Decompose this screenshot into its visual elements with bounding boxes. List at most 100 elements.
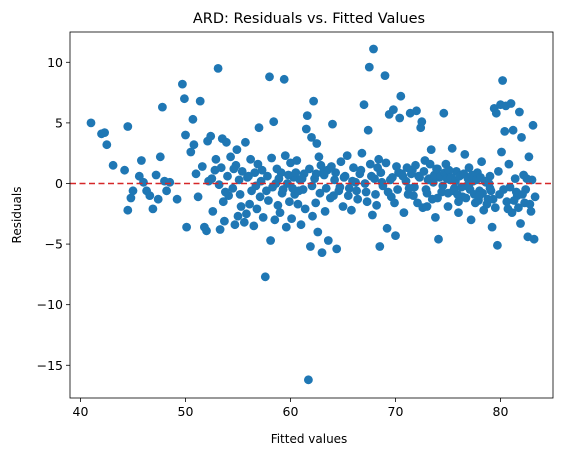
y-tick-label: −5 — [45, 237, 63, 252]
y-tick-label: −10 — [37, 297, 63, 312]
data-point — [195, 96, 205, 106]
data-point — [389, 105, 398, 114]
data-point — [102, 140, 112, 150]
data-point — [180, 94, 189, 104]
data-point — [265, 72, 274, 82]
data-point — [343, 191, 353, 201]
y-tick-label: 10 — [47, 55, 63, 70]
data-point — [108, 160, 118, 170]
data-point — [398, 171, 408, 181]
y-tick-label: 5 — [55, 115, 63, 130]
data-point — [139, 177, 148, 187]
data-point — [363, 125, 373, 135]
data-point — [279, 74, 289, 84]
data-point — [123, 122, 133, 131]
data-point — [120, 165, 129, 175]
data-point — [266, 236, 275, 245]
data-point — [382, 223, 392, 233]
data-point — [320, 207, 330, 216]
data-point — [123, 205, 133, 215]
data-point — [214, 180, 224, 190]
data-point — [220, 216, 229, 226]
data-point — [426, 145, 436, 155]
data-point — [443, 188, 453, 198]
data-point — [372, 200, 381, 210]
data-point — [336, 157, 346, 167]
data-point — [421, 185, 431, 194]
data-point — [244, 171, 253, 181]
data-point — [293, 199, 303, 209]
data-point — [275, 208, 285, 218]
data-point — [491, 108, 501, 118]
y-axis-label: Residuals — [10, 187, 24, 244]
data-point — [395, 113, 405, 123]
data-point — [319, 170, 329, 180]
data-point — [207, 174, 217, 184]
data-point — [417, 117, 427, 127]
data-point — [249, 221, 259, 231]
data-point — [490, 203, 500, 213]
data-point — [172, 194, 182, 204]
data-point — [137, 156, 146, 165]
data-point — [504, 159, 514, 169]
data-point — [260, 272, 270, 282]
data-point — [352, 186, 361, 196]
data-point — [269, 117, 279, 127]
data-point — [153, 194, 163, 204]
data-point — [262, 186, 271, 196]
data-point — [287, 214, 296, 224]
data-point — [237, 167, 247, 176]
data-point — [383, 187, 393, 197]
data-point — [165, 177, 175, 187]
data-point — [431, 213, 440, 222]
data-point — [353, 194, 363, 204]
data-point — [432, 164, 441, 174]
data-point — [216, 163, 226, 173]
data-point — [304, 375, 313, 385]
data-point — [502, 197, 512, 207]
data-point — [328, 119, 337, 129]
x-axis: 40 50 60 70 80 — [73, 398, 508, 419]
data-point — [305, 164, 314, 174]
x-axis-label: Fitted values — [271, 432, 348, 446]
data-point — [206, 131, 216, 141]
data-point — [464, 180, 474, 190]
data-point — [339, 173, 349, 182]
data-point — [498, 76, 507, 85]
data-point — [342, 151, 352, 161]
data-point — [510, 174, 520, 184]
data-point — [230, 220, 240, 230]
data-point — [520, 198, 529, 208]
data-point — [388, 173, 397, 182]
data-point — [434, 234, 443, 244]
data-point — [186, 147, 196, 157]
data-point — [369, 44, 378, 54]
data-point — [396, 91, 406, 101]
data-point — [494, 167, 503, 176]
data-point — [454, 197, 463, 207]
data-point — [364, 62, 374, 72]
data-point — [466, 215, 476, 225]
data-point — [460, 150, 470, 159]
data-point — [311, 169, 321, 179]
data-point — [278, 185, 288, 194]
data-point — [495, 190, 504, 199]
data-point — [367, 171, 376, 181]
data-point — [254, 123, 264, 133]
data-point — [423, 175, 433, 185]
data-point — [314, 152, 324, 162]
data-point — [344, 183, 354, 193]
data-point — [409, 191, 418, 201]
data-point — [189, 140, 199, 150]
data-point — [236, 202, 246, 211]
data-point — [506, 99, 516, 108]
data-point — [375, 242, 385, 251]
data-point — [193, 192, 203, 202]
data-point — [457, 182, 466, 192]
data-point — [258, 213, 268, 222]
data-point — [422, 202, 432, 211]
data-point — [312, 139, 322, 148]
data-point — [301, 124, 311, 134]
data-point — [399, 208, 409, 218]
data-point — [347, 205, 356, 215]
